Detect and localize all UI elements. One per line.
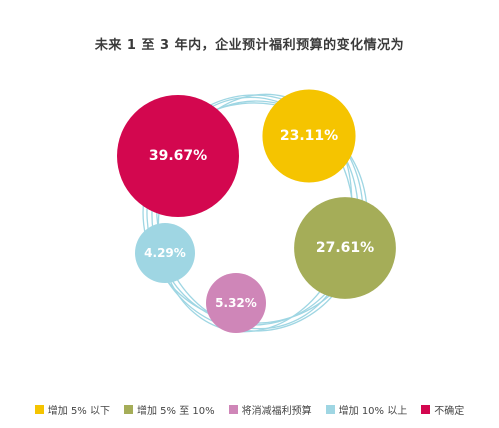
bubble-label-2: 27.61%	[316, 240, 374, 256]
legend-item-2: 增加 5% 至 10%	[124, 402, 215, 417]
legend-item-4: 增加 10% 以上	[325, 402, 408, 417]
legend-swatch-1	[34, 405, 44, 414]
legend-label-3: 将消减福利预算	[241, 406, 312, 417]
chart-title: 未来 1 至 3 年内，企业预计福利预算的变化情况为	[94, 38, 405, 53]
bubble-label-4: 4.29%	[144, 246, 186, 260]
legend-label-4: 增加 10% 以上	[338, 406, 408, 417]
bubble-2	[294, 197, 396, 299]
bubble-4	[135, 223, 195, 283]
legend-swatch-5	[421, 405, 431, 414]
legend-swatch-3	[228, 405, 238, 414]
bubbles: 23.11% 27.61% 5.32% 4.29% 39.67%	[117, 89, 396, 333]
bubble-1	[262, 89, 356, 183]
legend-label-2: 增加 5% 至 10%	[137, 406, 215, 417]
bubble-label-1: 23.11%	[280, 128, 338, 144]
bubble-label-3: 5.32%	[215, 296, 257, 310]
legend: 增加 5% 以下 增加 5% 至 10% 将消减福利预算 增加 10% 以上 不确定	[0, 402, 499, 417]
bubble-5	[117, 95, 239, 217]
legend-label-5: 不确定	[434, 406, 465, 417]
bubble-3	[206, 273, 266, 333]
legend-item-3: 将消减福利预算	[228, 402, 312, 417]
bubble-label-5: 39.67%	[149, 148, 207, 164]
legend-swatch-4	[325, 405, 335, 414]
legend-item-1: 增加 5% 以下	[34, 402, 110, 417]
legend-item-5: 不确定	[421, 402, 464, 417]
legend-label-1: 增加 5% 以下	[47, 406, 110, 417]
legend-swatch-2	[124, 405, 133, 414]
